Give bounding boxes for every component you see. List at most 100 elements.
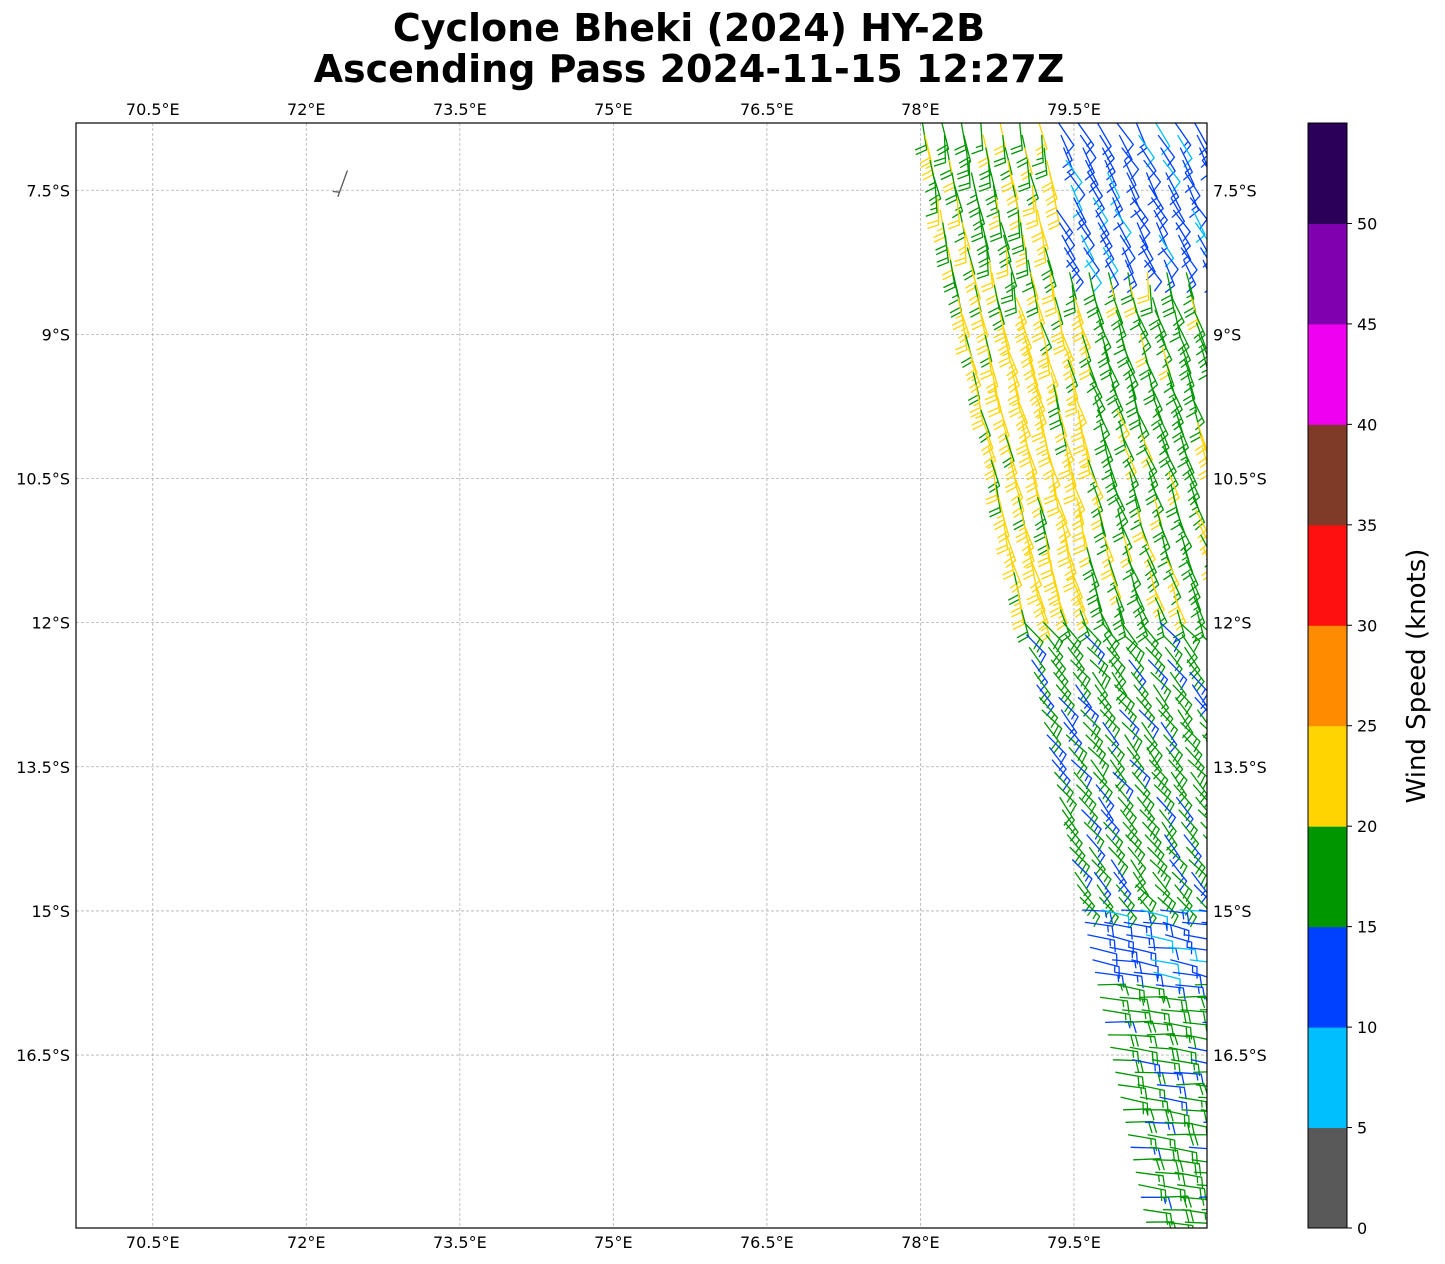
lat-label-left: 7.5°S [26,181,70,200]
wind-barb [1057,123,1075,155]
wind-barb [1201,159,1207,169]
wind-barb [1015,297,1028,331]
wind-barb [1046,484,1060,518]
wind-barb [1140,147,1157,180]
wind-barb [1197,234,1207,268]
wind-barb [1136,609,1149,643]
wind-barb [1077,447,1091,480]
wind-barb [1041,247,1054,281]
wind-barb [1200,821,1207,830]
wind-barb [1065,272,1077,306]
lon-label-top: 76.5°E [740,100,794,119]
colorbar-tick-label: 35 [1357,516,1377,535]
wind-barb [927,197,940,229]
colorbar-bin [1308,926,1347,1028]
wind-barb [1128,946,1157,966]
wind-barb [1058,447,1071,480]
colorbar-tick-label: 45 [1357,315,1377,334]
wind-barb [1004,284,1017,317]
wind-barb [1150,959,1180,977]
wind-barb [986,184,999,218]
wind-barb [1099,709,1121,740]
wind-barb [1073,584,1086,618]
lat-label-right: 12°S [1213,614,1252,633]
colorbar-bin [1308,123,1347,224]
wind-barb [1061,234,1076,268]
wind-barb [1192,209,1206,243]
colorbar-bin [1308,424,1347,526]
wind-barb [1160,1009,1192,1025]
wind-barb [1044,284,1057,318]
colorbar-tick-label: 25 [1357,717,1377,736]
map-background [76,123,1207,1228]
wind-barb [1154,1071,1185,1086]
wind-barb [1139,234,1154,268]
wind-barb [1064,547,1077,581]
title-line-1: Cyclone Bheki (2024) HY-2B [393,6,985,50]
colorbar: 0 5 10 15 20 25 30 35 40 45 50 Wind Speed (knots) [1307,122,1432,1238]
wind-barb [1063,284,1076,318]
wind-barb [1071,497,1085,531]
wind-barb [1076,784,1097,815]
wind-barb [1186,659,1205,692]
wind-barb [1144,1121,1176,1136]
wind-barb [1126,934,1156,951]
wind-barb [1119,522,1133,556]
wind-barb [1127,1134,1158,1152]
wind-barb [1116,696,1137,728]
wind-barb [1198,909,1207,912]
wind-barb [1052,322,1066,355]
wind-barb [1119,996,1150,1012]
wind-barb [1069,846,1091,878]
wind-barb [1087,646,1109,677]
wind-barb [1058,696,1079,728]
wind-barb [1199,721,1207,730]
lon-label-bottom: 75°E [594,1233,632,1252]
wind-barb [1081,809,1102,840]
wind-barb [1197,996,1207,999]
colorbar-bins [1308,123,1347,1229]
wind-barb [1190,771,1207,804]
wind-barb [1114,684,1135,715]
wind-barb [1115,309,1127,343]
colorbar-tick-label: 50 [1357,214,1377,233]
wind-barb [1194,222,1207,255]
wind-barb [1064,459,1077,493]
wind-barb [1103,821,1124,853]
wind-barb [1085,259,1102,293]
wind-barb [1193,884,1207,907]
colorbar-tick-label: 5 [1357,1119,1367,1138]
wind-barb [1149,859,1172,889]
wind-barb [1065,634,1084,666]
wind-barb [1198,447,1207,481]
wind-barb [1135,884,1157,914]
wind-barb [1041,272,1055,305]
wind-barb [1180,247,1198,280]
wind-barb [1037,534,1050,568]
wind-barb [1141,534,1156,568]
wind-barb [1124,734,1141,767]
lat-label-right: 15°S [1213,902,1252,921]
wind-barb [1127,559,1142,593]
wind-barb [1195,796,1207,829]
wind-barb [1080,709,1101,740]
wind-barb [1111,959,1143,974]
wind-barb [933,134,947,167]
wind-barb [954,234,967,267]
wind-barb [1145,646,1166,678]
wind-barb [1129,1046,1159,1065]
wind-barb [1125,646,1145,679]
wind-barb [979,347,993,380]
wind-barb [1193,1071,1207,1073]
wind-barb [1172,209,1191,242]
wind-barb [956,147,970,180]
wind-barb [1138,1184,1167,1203]
wind-barb [1167,946,1198,962]
wind-barb [1200,1109,1207,1112]
wind-barb [1046,359,1059,393]
wind-barb [1187,1046,1207,1052]
wind-barb [1026,634,1047,665]
wind-barb [1044,259,1057,293]
wind-barb [1065,359,1079,393]
wind-barb [1033,584,1046,618]
